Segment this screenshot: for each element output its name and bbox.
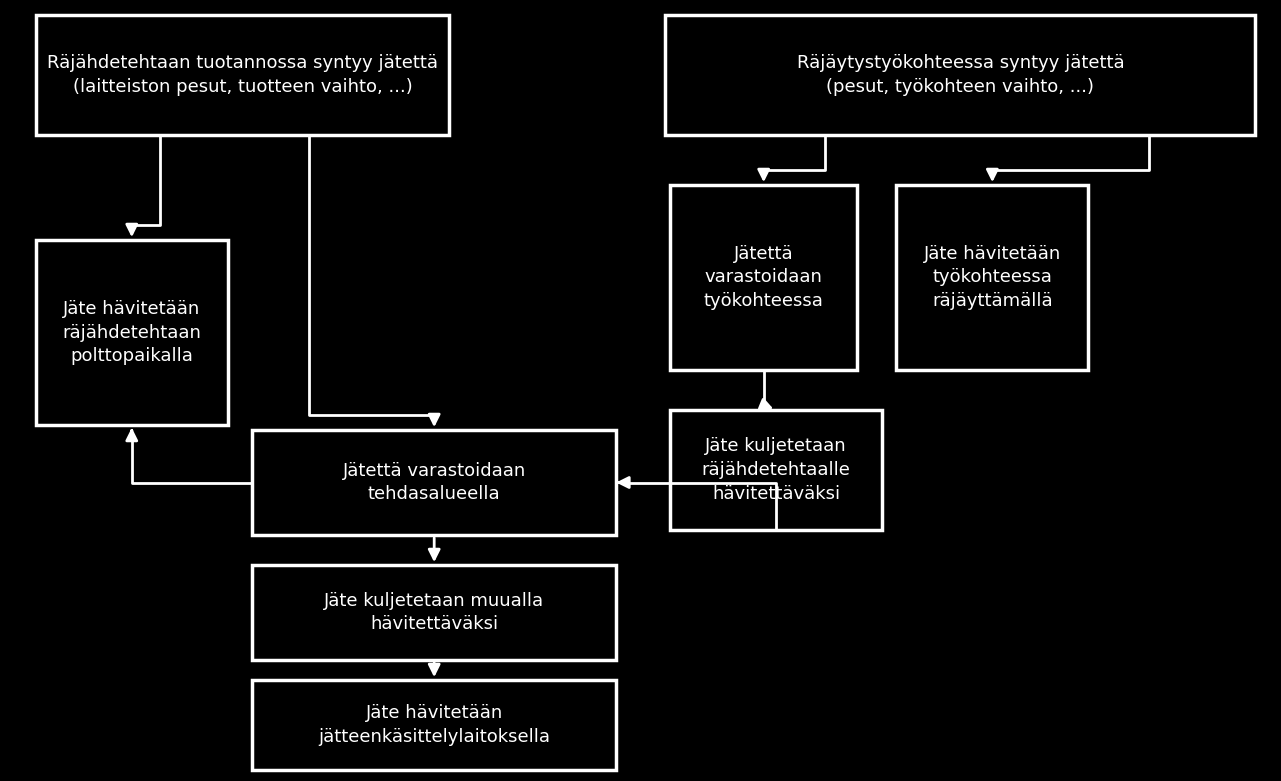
FancyBboxPatch shape — [252, 565, 616, 660]
Text: Jätettä varastoidaan
tehdasalueella: Jätettä varastoidaan tehdasalueella — [342, 462, 525, 503]
Text: Jäte kuljetetaan
räjähdetehtaalle
hävitettäväksi: Jäte kuljetetaan räjähdetehtaalle hävite… — [702, 437, 851, 503]
Text: Jäte hävitetään
työkohteessa
räjäyttämällä: Jäte hävitetään työkohteessa räjäyttämäl… — [924, 245, 1061, 310]
FancyBboxPatch shape — [897, 185, 1089, 370]
FancyBboxPatch shape — [665, 15, 1255, 135]
Text: Jäte kuljetetaan muualla
hävitettäväksi: Jäte kuljetetaan muualla hävitettäväksi — [324, 592, 544, 633]
Text: Jäte hävitetään
jätteenkäsittelylaitoksella: Jäte hävitetään jätteenkäsittelylaitokse… — [318, 704, 551, 746]
Text: Jätettä
varastoidaan
työkohteessa: Jätettä varastoidaan työkohteessa — [703, 245, 824, 310]
FancyBboxPatch shape — [252, 430, 616, 535]
FancyBboxPatch shape — [36, 240, 228, 425]
FancyBboxPatch shape — [670, 410, 881, 530]
FancyBboxPatch shape — [252, 680, 616, 770]
FancyBboxPatch shape — [670, 185, 857, 370]
Text: Jäte hävitetään
räjähdetehtaan
polttopaikalla: Jäte hävitetään räjähdetehtaan polttopai… — [63, 300, 201, 365]
Text: Räjähdetehtaan tuotannossa syntyy jätettä
(laitteiston pesut, tuotteen vaihto, .: Räjähdetehtaan tuotannossa syntyy jätett… — [47, 54, 438, 96]
FancyBboxPatch shape — [36, 15, 448, 135]
Text: Räjäytystyökohteessa syntyy jätettä
(pesut, työkohteen vaihto, ...): Räjäytystyökohteessa syntyy jätettä (pes… — [797, 54, 1125, 96]
